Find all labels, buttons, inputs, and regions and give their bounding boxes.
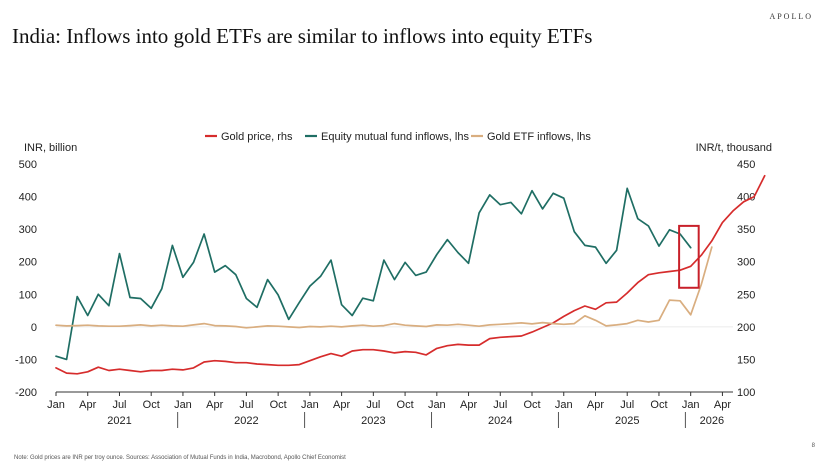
- x-tick-label: Apr: [460, 399, 477, 411]
- highlight-rect: [678, 224, 700, 289]
- year-label: 2024: [488, 415, 512, 427]
- right-axis-ticks: 450 400 350 300 250 200 150 100: [737, 159, 755, 399]
- series-line-3: [55, 246, 713, 329]
- x-tick-label: Oct: [650, 399, 667, 411]
- x-tick-label: Apr: [714, 399, 731, 411]
- right-tick-label: 100: [737, 387, 755, 399]
- x-axis: Jan Apr Jul Oct Jan Apr Jul Oct Jan Apr Jul Oct Jan A…: [47, 391, 733, 428]
- x-tick-label: Apr: [79, 399, 96, 411]
- x-tick-label: Jul: [112, 399, 126, 411]
- left-tick-label: -200: [15, 387, 37, 399]
- left-axis-label: INR, billion: [24, 142, 77, 154]
- x-tick-label: Apr: [333, 399, 350, 411]
- series-line-2: [55, 187, 692, 361]
- highlight-box: [678, 224, 700, 289]
- series-lines: [55, 174, 766, 375]
- right-tick-label: 300: [737, 257, 755, 269]
- brand-logo: APOLLO: [769, 12, 813, 21]
- x-tick-label: Oct: [143, 399, 160, 411]
- x-tick-label: Jul: [239, 399, 253, 411]
- x-tick-label: Jan: [428, 399, 446, 411]
- left-tick-label: -100: [15, 354, 37, 366]
- left-tick-label: 200: [19, 257, 37, 269]
- legend-label-2: Equity mutual fund inflows, lhs: [321, 131, 469, 143]
- right-tick-label: 350: [737, 224, 755, 236]
- x-tick-label: Oct: [523, 399, 540, 411]
- right-tick-label: 150: [737, 354, 755, 366]
- x-tick-label: Oct: [270, 399, 287, 411]
- legend-label-1: Gold price, rhs: [221, 131, 293, 143]
- left-tick-label: 300: [19, 224, 37, 236]
- footnote: Note: Gold prices are INR per troy ounce…: [14, 455, 346, 461]
- page-number: 8: [811, 443, 815, 449]
- year-label: 2026: [700, 415, 724, 427]
- legend-label-3: Gold ETF inflows, lhs: [487, 131, 591, 143]
- right-axis-label: INR/t, thousand: [696, 142, 772, 154]
- right-tick-label: 200: [737, 322, 755, 334]
- x-tick-label: Jul: [620, 399, 634, 411]
- left-tick-label: 100: [19, 289, 37, 301]
- legend: Gold price, rhs Equity mutual fund inflow…: [205, 131, 591, 143]
- x-tick-label: Jan: [682, 399, 700, 411]
- series-line-1: [55, 174, 766, 375]
- x-tick-label: Oct: [397, 399, 414, 411]
- x-tick-label: Jul: [493, 399, 507, 411]
- year-label: 2023: [361, 415, 385, 427]
- left-tick-label: 500: [19, 159, 37, 171]
- x-tick-label: Jan: [174, 399, 192, 411]
- x-tick-label: Jan: [301, 399, 319, 411]
- page-title: India: Inflows into gold ETFs are simila…: [12, 24, 593, 48]
- right-tick-label: 400: [737, 192, 755, 204]
- left-tick-label: 400: [19, 192, 37, 204]
- x-tick-label: Jan: [555, 399, 573, 411]
- year-label: 2025: [615, 415, 639, 427]
- x-tick-label: Jul: [366, 399, 380, 411]
- year-label: 2022: [234, 415, 258, 427]
- left-tick-label: 0: [31, 322, 37, 334]
- x-tick-label: Jan: [47, 399, 65, 411]
- x-tick-label: Apr: [587, 399, 604, 411]
- left-axis-ticks: 500 400 300 200 100 0 -100 -200: [15, 159, 37, 399]
- x-tick-label: Apr: [206, 399, 223, 411]
- year-label: 2021: [107, 415, 131, 427]
- right-tick-label: 450: [737, 159, 755, 171]
- right-tick-label: 250: [737, 289, 755, 301]
